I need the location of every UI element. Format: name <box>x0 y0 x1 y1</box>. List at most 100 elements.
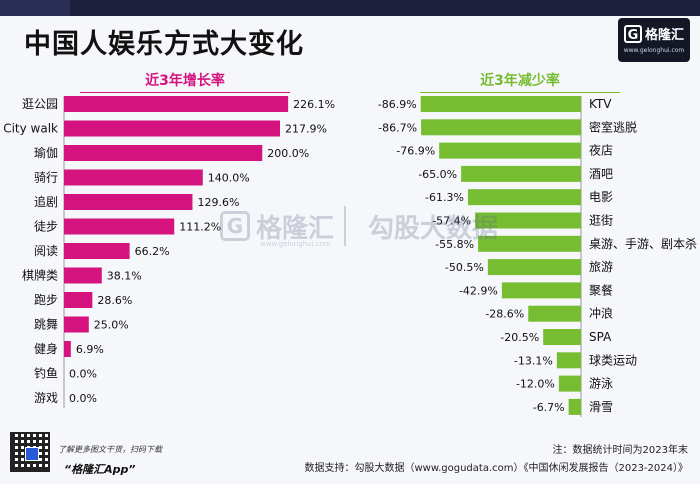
decrease-category-label: 游泳 <box>589 377 613 391</box>
increase-category-label: 瑜伽 <box>34 145 58 160</box>
decrease-value-label: -86.7% <box>378 121 417 134</box>
decrease-value-label: -42.9% <box>459 284 498 297</box>
increase-category-label: 游戏 <box>34 391 58 405</box>
promo-text: 了解更多图文干货，扫码下载 <box>58 445 162 454</box>
decrease-bar <box>439 142 581 159</box>
decrease-bar <box>501 282 581 299</box>
data-source: 数据支持：勾股大数据（www.gogudata.com）《中国休闲发展报告（20… <box>304 463 688 474</box>
increase-bar <box>64 169 203 186</box>
increase-bar <box>64 145 263 161</box>
decrease-bar <box>421 119 581 136</box>
decrease-value-label: -65.0% <box>418 168 457 181</box>
increase-category-label: 棋牌类 <box>22 269 58 283</box>
decrease-category-label: 密室逃脱 <box>589 119 637 134</box>
decrease-value-label: -13.1% <box>514 354 553 367</box>
decrease-value-label: -76.9% <box>396 145 435 158</box>
increase-value-label: 25.0% <box>94 319 129 332</box>
increase-bar <box>64 218 175 235</box>
page-title: 中国人娱乐方式大变化 <box>24 29 304 60</box>
decrease-value-label: -20.5% <box>500 331 539 344</box>
decrease-value-label: -12.0% <box>516 378 555 391</box>
decrease-value-label: -50.5% <box>445 261 484 274</box>
decrease-bar <box>420 96 581 112</box>
increase-bar <box>64 243 130 259</box>
decrease-bar <box>461 165 581 182</box>
watermark-data-brand: 勾股大数据 <box>368 213 499 244</box>
decrease-category-label: 夜店 <box>589 143 613 158</box>
decrease-value-label: -28.6% <box>485 308 524 321</box>
increase-value-label: 111.2% <box>179 221 221 234</box>
decrease-bar <box>558 375 581 392</box>
decrease-bar <box>556 352 581 369</box>
decrease-category-label: 球类运动 <box>589 353 637 367</box>
decrease-category-label: 滑雪 <box>589 400 613 414</box>
watermark-brand: 格隆汇 <box>256 213 335 244</box>
increase-value-label: 0.0% <box>69 392 97 405</box>
decrease-category-label: 聚餐 <box>589 282 613 297</box>
decrease-category-label: SPA <box>589 330 612 344</box>
increase-bar <box>64 120 281 137</box>
increase-value-label: 0.0% <box>69 368 97 381</box>
decrease-bar <box>475 212 581 229</box>
increase-bar <box>64 316 89 333</box>
footnote: 注：数据统计时间为2023年末 <box>552 445 688 456</box>
brand-name: 格隆汇 <box>644 28 684 43</box>
decrease-value-label: -57.4% <box>432 215 471 228</box>
increase-bar <box>64 96 289 112</box>
decrease-category-label: 酒吧 <box>589 167 613 181</box>
qr-code-icon[interactable] <box>10 432 50 472</box>
decrease-category-label: 旅游 <box>589 260 613 274</box>
top-banner <box>0 0 700 16</box>
decrease-bar <box>568 398 581 415</box>
decrease-category-label: 冲浪 <box>589 306 613 321</box>
increase-value-label: 66.2% <box>135 245 170 258</box>
increase-category-label: City walk <box>3 122 58 136</box>
increase-value-label: 217.9% <box>285 123 327 136</box>
decrease-value-label: -61.3% <box>425 191 464 204</box>
increase-category-label: 骑行 <box>34 171 58 185</box>
increase-value-label: 200.0% <box>267 147 309 160</box>
increase-bar <box>64 267 102 284</box>
decrease-value-label: -86.9% <box>378 98 417 111</box>
decrease-bar <box>487 259 581 276</box>
decrease-category-label: 桌游、手游、剧本杀 <box>589 236 697 251</box>
watermark-g-icon: G <box>220 211 250 241</box>
decrease-value-label: -6.7% <box>533 401 565 414</box>
increase-bar <box>64 292 93 308</box>
decrease-bar <box>528 305 581 322</box>
increase-category-label: 阅读 <box>34 244 58 258</box>
promo-app-name: “格隆汇App” <box>64 463 136 476</box>
increase-value-label: 129.6% <box>197 196 239 209</box>
decrease-bar <box>543 329 581 345</box>
increase-category-label: 跳舞 <box>34 318 58 332</box>
increase-value-label: 38.1% <box>107 270 142 283</box>
top-banner-accent <box>0 0 70 16</box>
decrease-value-label: -55.8% <box>435 238 474 251</box>
increase-category-label: 追剧 <box>34 194 58 209</box>
brand-logo: G 格隆汇 www.gelonghui.com <box>618 18 690 62</box>
decrease-chart-title: 近3年减少率 <box>420 70 620 93</box>
increase-value-label: 6.9% <box>76 343 104 356</box>
watermark-url: www.gelonghui.com <box>260 240 331 248</box>
watermark: G 格隆汇 www.gelonghui.com 勾股大数据 <box>220 206 499 248</box>
decrease-bar <box>478 235 581 252</box>
increase-category-label: 徒步 <box>34 220 58 234</box>
decrease-bar <box>467 189 581 206</box>
decrease-category-label: KTV <box>589 97 612 111</box>
increase-category-label: 钓鱼 <box>34 367 58 381</box>
increase-bar <box>64 194 193 210</box>
increase-category-label: 健身 <box>34 341 58 356</box>
increase-category-label: 跑步 <box>34 293 58 307</box>
increase-value-label: 226.1% <box>293 98 335 111</box>
increase-bar <box>64 341 71 357</box>
decrease-category-label: 电影 <box>589 190 613 204</box>
increase-value-label: 28.6% <box>97 294 132 307</box>
increase-chart-title: 近3年增长率 <box>80 70 290 93</box>
increase-category-label: 逛公园 <box>22 97 58 111</box>
increase-value-label: 140.0% <box>208 172 250 185</box>
qr-center-logo <box>25 447 39 461</box>
watermark-separator <box>344 206 347 246</box>
brand-url: www.gelonghui.com <box>623 47 685 54</box>
brand-g-icon: G <box>623 24 642 43</box>
